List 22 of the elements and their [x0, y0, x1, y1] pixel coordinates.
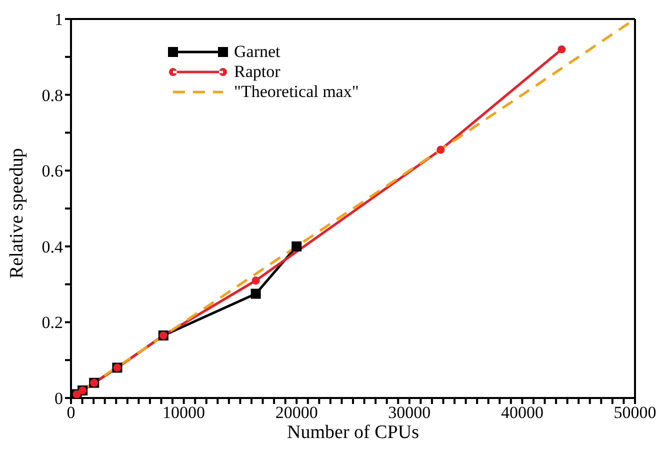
legend-label: Garnet	[234, 42, 280, 62]
y-tick-label: 0	[54, 389, 63, 408]
y-tick-label: 0.4	[42, 237, 64, 256]
x-tick-label: 40000	[500, 403, 544, 422]
point	[558, 45, 566, 54]
x-tick-label: 10000	[162, 403, 206, 422]
point	[436, 146, 445, 154]
point	[292, 241, 302, 252]
y-tick-label: 0.8	[42, 86, 63, 105]
point	[250, 288, 261, 299]
x-tick-label: 30000	[388, 403, 431, 422]
x-tick-label: 50000	[614, 403, 656, 422]
x-tick-label: 20000	[275, 403, 318, 422]
x-axis-title: Number of CPUs	[287, 422, 419, 443]
point	[252, 276, 260, 285]
legend-label: "Theoretical max"	[234, 82, 359, 102]
y-tick-label: 0.6	[42, 162, 63, 181]
y-axis-title: Relative speedup	[6, 148, 28, 278]
x-tick-label: 0	[66, 403, 76, 422]
y-tick-label: 0.2	[42, 313, 63, 332]
y-tick-label: 1	[54, 10, 63, 30]
legend-label: Raptor	[234, 62, 280, 82]
